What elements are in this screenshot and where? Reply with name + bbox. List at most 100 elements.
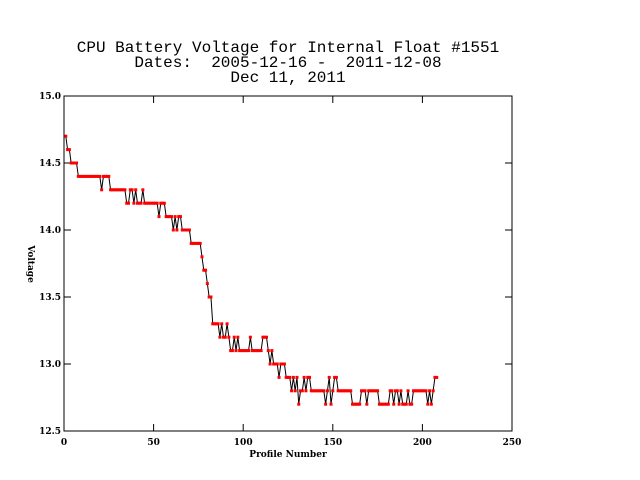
data-point (164, 215, 168, 219)
data-point (397, 402, 401, 406)
data-point (211, 322, 215, 326)
data-point (281, 362, 285, 366)
data-point (109, 188, 113, 192)
data-point (316, 389, 320, 393)
data-point (424, 389, 428, 393)
data-point (395, 389, 399, 393)
data-point (110, 188, 114, 192)
x-tick-label: 0 (61, 438, 67, 448)
data-point (309, 389, 313, 393)
data-point (261, 335, 265, 339)
data-point (311, 389, 315, 393)
data-point (343, 389, 347, 393)
data-point (334, 375, 338, 379)
data-point (200, 255, 204, 259)
data-point (401, 402, 405, 406)
data-point (329, 402, 333, 406)
data-point (157, 215, 161, 219)
data-point (148, 201, 152, 205)
data-point (184, 228, 188, 232)
data-point (221, 335, 225, 339)
data-point (257, 349, 261, 353)
data-point (173, 215, 177, 219)
data-point (347, 389, 351, 393)
data-line (65, 136, 437, 405)
data-point (76, 174, 80, 178)
data-point (186, 228, 190, 232)
data-point (422, 389, 426, 393)
data-point (71, 161, 75, 165)
data-point (91, 174, 95, 178)
data-point (123, 188, 127, 192)
data-point (302, 375, 306, 379)
data-point (166, 215, 170, 219)
data-point (103, 174, 107, 178)
data-point (320, 389, 324, 393)
y-tick-label: 14.0 (39, 226, 61, 236)
x-tick-label: 150 (323, 438, 342, 448)
data-point (359, 389, 363, 393)
data-point (354, 402, 358, 406)
data-point (399, 389, 403, 393)
data-point (128, 188, 132, 192)
data-point (370, 389, 374, 393)
data-point (207, 295, 211, 299)
data-point (374, 389, 378, 393)
data-point (367, 389, 371, 393)
data-point (263, 335, 267, 339)
data-point (66, 148, 70, 152)
data-point (73, 161, 77, 165)
data-point (429, 402, 433, 406)
data-point (272, 362, 276, 366)
data-point (187, 228, 191, 232)
data-point (351, 402, 355, 406)
data-point (67, 148, 71, 152)
data-point (420, 389, 424, 393)
data-point (232, 335, 236, 339)
data-point (279, 362, 283, 366)
data-point (431, 389, 435, 393)
y-tick-label: 13.0 (39, 360, 61, 370)
data-point (146, 201, 150, 205)
data-point (426, 402, 430, 406)
data-point (155, 201, 159, 205)
data-point (114, 188, 118, 192)
data-point (241, 349, 245, 353)
data-point (392, 402, 396, 406)
data-point (180, 228, 184, 232)
data-point (225, 322, 229, 326)
data-point (342, 389, 346, 393)
y-tick-label: 12.5 (39, 427, 61, 437)
data-point (150, 201, 154, 205)
data-point (318, 389, 322, 393)
data-point (428, 389, 432, 393)
data-point (410, 402, 414, 406)
data-point (178, 215, 182, 219)
data-point (170, 215, 174, 219)
data-point (315, 389, 319, 393)
data-point (78, 174, 82, 178)
data-point (379, 402, 383, 406)
data-point (168, 215, 172, 219)
data-point (141, 188, 145, 192)
data-point (333, 375, 337, 379)
data-point (304, 389, 308, 393)
data-point (248, 335, 252, 339)
data-point (377, 402, 381, 406)
data-point (175, 228, 179, 232)
data-point (415, 389, 419, 393)
data-point (144, 201, 148, 205)
data-point (381, 402, 385, 406)
data-point (130, 188, 134, 192)
data-point (193, 241, 197, 245)
data-point (340, 389, 344, 393)
data-point (100, 188, 104, 192)
data-point (143, 201, 147, 205)
chart-subtitle: Dec 11, 2011 (230, 69, 345, 87)
data-point (408, 402, 412, 406)
data-point (234, 349, 238, 353)
data-point (295, 375, 299, 379)
data-point (85, 174, 89, 178)
data-point (135, 201, 139, 205)
